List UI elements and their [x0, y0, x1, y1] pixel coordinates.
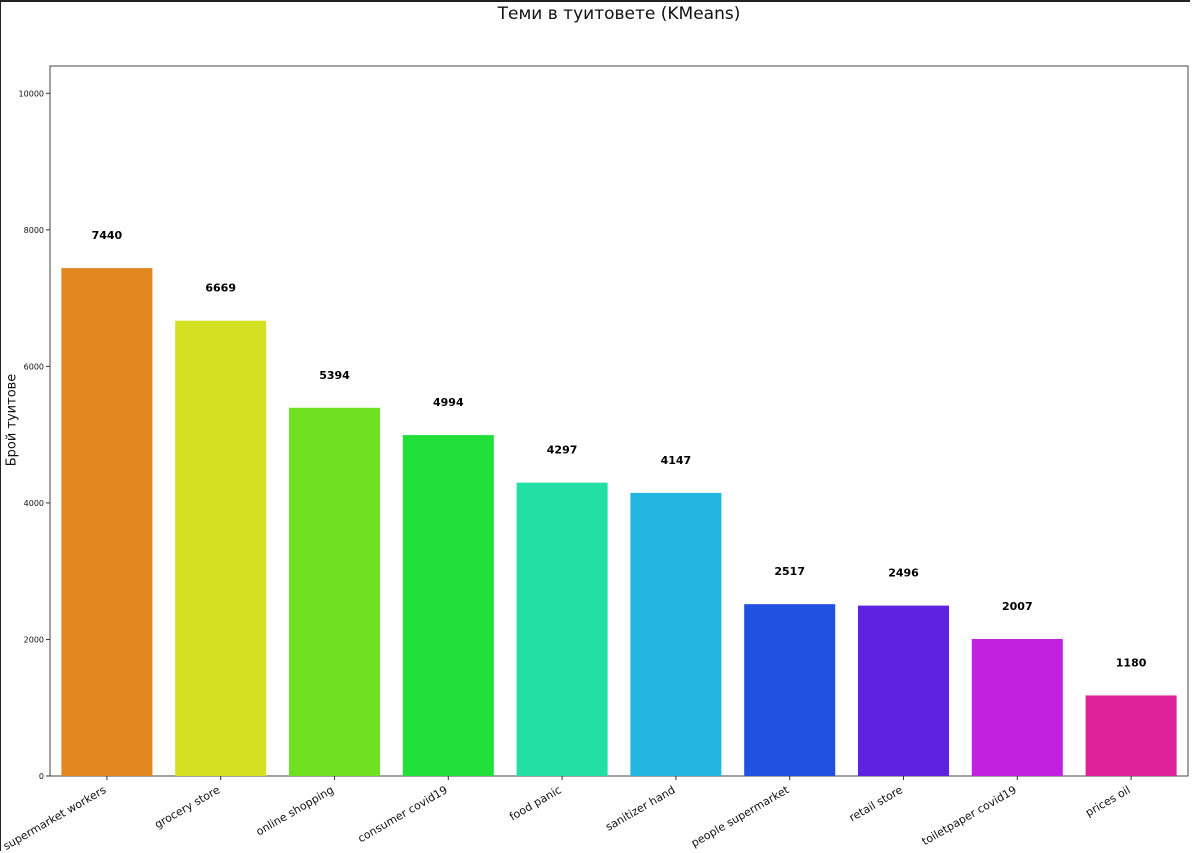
x-tick-label: food panic [507, 783, 563, 823]
bar-value-label: 4994 [433, 396, 464, 409]
x-tick-label: consumer covid19 [356, 783, 450, 845]
bar-value-label: 2517 [774, 565, 805, 578]
bar-value-label: 1180 [1116, 656, 1147, 669]
bar [516, 482, 608, 776]
bar [288, 407, 381, 776]
bar-value-label: 6669 [205, 282, 236, 295]
bar-value-label: 2007 [1002, 600, 1033, 613]
bar-value-label: 4297 [547, 444, 578, 457]
y-tick-label: 10000 [19, 89, 44, 98]
bar [630, 492, 722, 776]
bar [61, 268, 153, 776]
y-tick-label: 6000 [24, 362, 44, 371]
bar-value-label: 4147 [661, 454, 692, 467]
x-tick-label: toiletpaper covid19 [920, 783, 1019, 848]
bar-value-label: 5394 [319, 369, 350, 382]
bar-value-label: 2496 [888, 567, 919, 580]
bar [175, 320, 267, 776]
y-tick-label: 2000 [24, 635, 44, 644]
y-tick-label: 0 [39, 772, 44, 781]
bar-value-label: 7440 [92, 229, 123, 242]
x-tick-label: grocery store [152, 783, 222, 831]
y-tick-label: 8000 [24, 226, 44, 235]
x-tick-label: online shopping [254, 783, 336, 838]
plot-area [49, 65, 1189, 777]
x-tick-label: supermarket workers [1, 783, 109, 853]
x-tick-label: people supermarket [689, 783, 792, 850]
bar [857, 605, 950, 776]
bar [971, 638, 1063, 776]
x-tick-label: prices oil [1083, 783, 1132, 819]
x-tick-label: retail store [847, 783, 905, 824]
bar [1085, 695, 1177, 776]
chart-title: Теми в туитовете (KMeans) [497, 4, 741, 24]
x-tick-label: sanitizer hand [603, 783, 677, 833]
bar [402, 435, 494, 776]
bar [744, 604, 836, 776]
y-tick-label: 4000 [24, 499, 44, 508]
